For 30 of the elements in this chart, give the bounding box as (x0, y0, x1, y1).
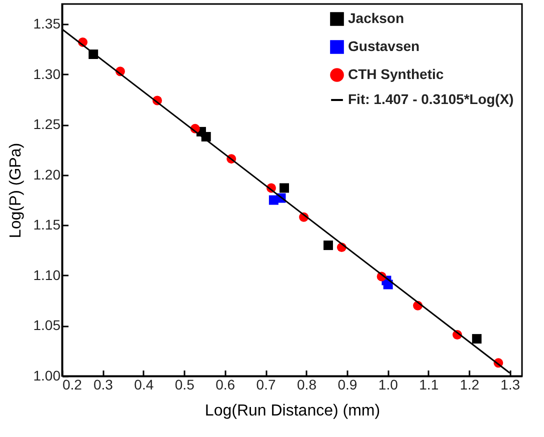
x-tick-label: 1.2 (460, 376, 480, 392)
x-tick-label: 0.9 (338, 376, 358, 392)
x-tick-label: 0.2 (62, 376, 82, 392)
x-axis-title: Log(Run Distance) (mm) (204, 402, 380, 420)
x-tick-label: 0.3 (93, 376, 114, 392)
point (472, 334, 482, 344)
point (323, 240, 333, 250)
y-tick-label: 1.35 (33, 16, 61, 32)
y-tick-label: 1.10 (33, 266, 61, 283)
x-tick-label: 0.4 (134, 376, 154, 392)
point (383, 280, 393, 290)
legend-label: Jackson (348, 10, 404, 26)
legend-label: Gustavsen (348, 38, 420, 54)
y-tick-label: 1.20 (33, 166, 61, 182)
y-tick-label: 1.25 (33, 116, 61, 132)
point (280, 183, 290, 193)
x-tick-label: 1.0 (378, 376, 398, 392)
y-tick-label: 1.00 (33, 368, 61, 384)
x-tick-label: 0.8 (297, 376, 317, 392)
y-tick-label: 1.30 (33, 66, 61, 82)
x-tick-label: 0.5 (174, 376, 195, 392)
legend-label: Fit: 1.407 - 0.3105*Log(X) (348, 91, 514, 107)
x-tick-label: 1.3 (500, 376, 520, 392)
y-axis-title: Log(P) (GPa) (7, 142, 24, 238)
x-tick-label: 1.1 (419, 376, 439, 392)
x-tick-label: 0.6 (216, 376, 236, 392)
y-tick-label: 1.05 (33, 317, 61, 334)
legend-label: CTH Synthetic (348, 66, 444, 82)
y-tick-label: 1.15 (33, 216, 61, 233)
x-tick-label: 0.7 (256, 376, 276, 392)
